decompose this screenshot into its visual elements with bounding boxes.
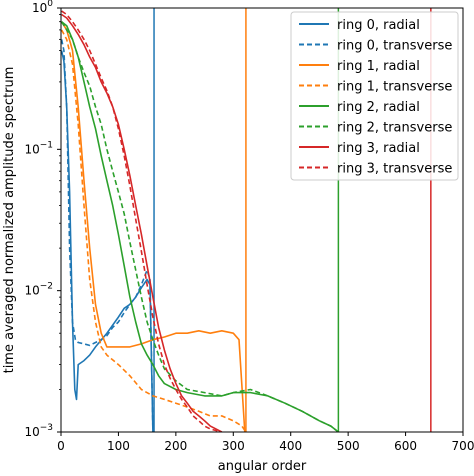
series-line-4 xyxy=(61,21,339,432)
x-tick-label-5: 500 xyxy=(337,439,360,453)
series-line-7 xyxy=(61,10,223,432)
x-tick-label-0: 0 xyxy=(57,439,65,453)
legend-label-4: ring 2, radial xyxy=(337,100,420,115)
series-line-6 xyxy=(61,13,223,432)
x-tick-label-6: 600 xyxy=(394,439,417,453)
legend-label-6: ring 3, radial xyxy=(337,141,420,156)
x-tick-label-7: 700 xyxy=(452,439,474,453)
x-tick-label-1: 100 xyxy=(107,439,130,453)
y-axis: 10−3 10−2 10−1 100 xyxy=(24,0,61,439)
y-tick-label-2: 10−1 xyxy=(24,140,53,156)
series-line-5 xyxy=(61,21,339,432)
x-tick-label-4: 400 xyxy=(279,439,302,453)
x-axis: 0 100 200 300 400 500 600 700 xyxy=(57,432,474,453)
legend-label-2: ring 1, radial xyxy=(337,59,420,74)
x-tick-label-3: 300 xyxy=(222,439,245,453)
legend-label-1: ring 0, transverse xyxy=(337,39,452,54)
data-series xyxy=(61,10,339,432)
legend-label-3: ring 1, transverse xyxy=(337,80,452,95)
legend-label-0: ring 0, radial xyxy=(337,18,420,33)
legend: ring 0, radial ring 0, transverse ring 1, … xyxy=(290,11,459,181)
y-axis-label: time averaged normalized amplitude spect… xyxy=(2,67,17,374)
y-tick-label-3: 100 xyxy=(32,0,53,15)
x-tick-label-2: 200 xyxy=(164,439,187,453)
series-line-2 xyxy=(61,21,246,432)
legend-box xyxy=(290,11,459,181)
plot-frame xyxy=(60,7,464,433)
y-tick-label-0: 10−3 xyxy=(24,423,53,439)
y-tick-label-1: 10−2 xyxy=(24,282,53,298)
series-line-3 xyxy=(61,29,247,432)
legend-label-5: ring 2, transverse xyxy=(337,121,452,136)
legend-label-7: ring 3, transverse xyxy=(337,162,452,177)
x-axis-label: angular order xyxy=(218,459,307,474)
